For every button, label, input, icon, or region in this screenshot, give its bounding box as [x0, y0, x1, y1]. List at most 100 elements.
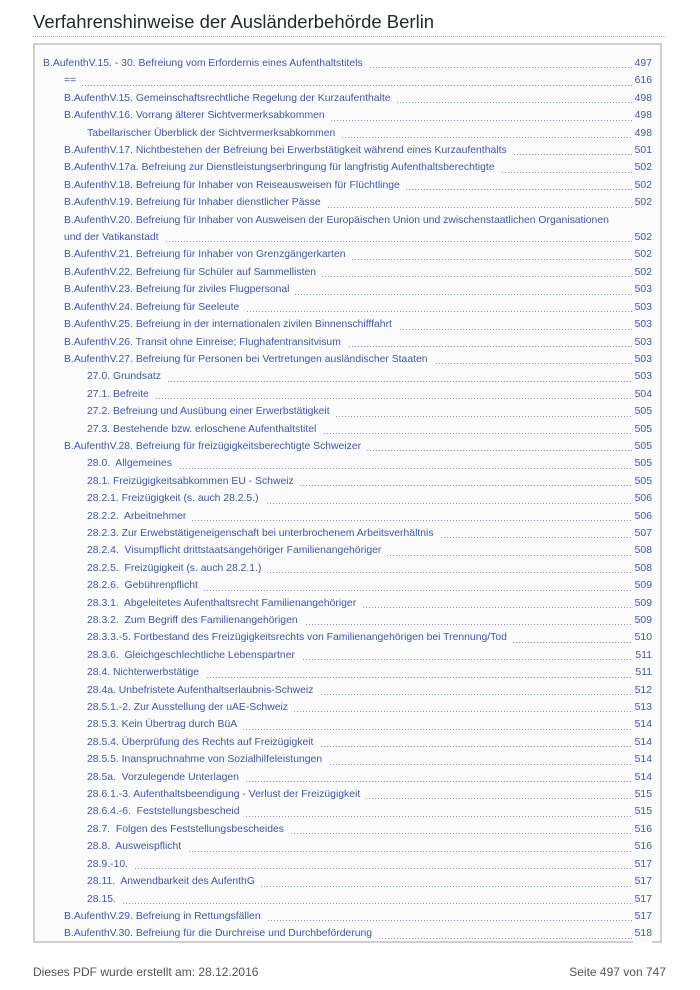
toc-entry[interactable]: B.AufenthV.26. Transit ohne Einreise; Fl… [64, 333, 652, 351]
toc-entry-page: 514 [632, 751, 652, 769]
toc-entry[interactable]: 28.6.1.-3. Aufenthaltsbeendigung - Verlu… [87, 786, 652, 804]
toc-entry[interactable]: 28.8. Ausweispflicht 516 [87, 838, 652, 856]
title-divider [33, 36, 666, 37]
toc-entry-page: 511 [633, 664, 652, 682]
toc-entry-title: 28.2.5. Freizügigkeit (s. auch 28.2.1.) [87, 562, 268, 574]
toc-entry-title: Tabellarischer Überblick der Sichtvermer… [87, 127, 342, 139]
toc-entry[interactable]: 28.9.-10. 517 [87, 855, 652, 874]
toc-entry-title: 28.9.-10. [87, 858, 135, 870]
toc-entry-title: 28.3.1. Abgeleitetes Aufenthaltsrecht Fa… [87, 597, 363, 609]
toc-entry-page: 503 [632, 333, 652, 351]
toc-entry-title: B.AufenthV.30. Befreiung für die Durchre… [64, 928, 379, 940]
toc-entry[interactable]: B.AufenthV.19. Befreiung für Inhaber die… [64, 194, 652, 212]
toc-entry[interactable]: 28.7. Folgen des Feststellungsbescheides… [87, 820, 652, 839]
toc-entry[interactable]: 28.5.3. Kein Übertrag durch BüA 514 [87, 716, 652, 734]
toc-entry-page: 503 [632, 316, 652, 334]
toc-entry[interactable]: 28.2.6. Gebührenpflicht 509 [87, 577, 652, 595]
toc-entry-title: B.AufenthV.29. Befreiung in Rettungsfäll… [64, 910, 267, 922]
toc-entry[interactable]: 27.1. Befreite 504 [87, 385, 652, 404]
toc-entry-title: 28.1. Freizügigkeitsabkommen EU - Schwei… [87, 475, 300, 487]
toc-entry-page: 518 [632, 925, 652, 943]
toc-entry[interactable]: B.AufenthV.27. Befreiung für Personen be… [64, 350, 652, 369]
toc-entry-title: 28.2.6. Gebührenpflicht [87, 580, 204, 592]
toc-entry[interactable]: 28.5.5. Inanspruchnahme von Sozialhilfel… [87, 751, 652, 769]
toc-entry[interactable]: 27.0. Grundsatz 503 [87, 368, 652, 386]
toc-entry[interactable]: 28.3.3.-5. Fortbestand des Freizügigkeit… [87, 629, 652, 647]
toc-entry[interactable]: 28.3.6. Gleichgeschlechtliche Lebenspart… [87, 646, 652, 665]
toc-entry-page: 502 [632, 176, 652, 195]
toc-entry[interactable]: B.AufenthV.17a. Befreiung zur Dienstleis… [64, 159, 652, 177]
toc-entry[interactable]: == 616 [64, 72, 652, 90]
toc-entry[interactable]: B.AufenthV.25. Befreiung in der internat… [64, 316, 652, 334]
toc-entry[interactable]: 28.4a. Unbefristete Aufenthaltserlaubnis… [87, 681, 652, 700]
toc-entry-page: 498 [632, 124, 652, 143]
toc-entry-page: 514 [632, 733, 652, 752]
toc-entry[interactable]: 28.2.1. Freizügigkeit (s. auch 28.2.5.) 5… [87, 490, 652, 508]
toc-entry-title: 28.4. Nichterwerbstätige [87, 667, 206, 679]
toc-entry-title: 28.3.2. Zum Begriff des Familienangehöri… [87, 615, 304, 626]
toc-entry[interactable]: 28.5.1.-2. Zur Ausstellung der uAE-Schwe… [87, 699, 652, 717]
toc-entry[interactable]: B.AufenthV.15. Gemeinschaftsrechtliche R… [64, 89, 652, 108]
toc-entry-title: 28.5.3. Kein Übertrag durch BüA [87, 719, 244, 731]
document-title: Verfahrenshinweise der Ausländerbehörde … [33, 11, 435, 32]
toc-entry[interactable]: B.AufenthV.29. Befreiung in Rettungsfäll… [64, 907, 652, 926]
toc-entry[interactable]: 28.4. Nichterwerbstätige 511 [87, 664, 652, 682]
toc-entry[interactable]: B.AufenthV.28. Befreiung für freizügigke… [64, 437, 652, 456]
toc-entry[interactable]: 28.6.4.-6. Feststellungsbescheid 515 [87, 803, 652, 821]
toc-entry[interactable]: 27.3. Bestehende bzw. erloschene Aufenth… [87, 420, 652, 438]
toc-entry[interactable]: 28.3.1. Abgeleitetes Aufenthaltsrecht Fa… [87, 594, 652, 612]
toc-entry-page: 502 [632, 246, 652, 264]
toc-entry-title: 28.6.1.-3. Aufenthaltsbeendigung - Verlu… [87, 789, 367, 801]
toc-entry[interactable]: B.AufenthV.15. - 30. Befreiung vom Erfor… [43, 55, 652, 73]
toc-entry[interactable]: B.AufenthV.24. Befreiung für Seeleute 503 [64, 298, 652, 317]
toc-entry[interactable]: B.AufenthV.17. Nichtbestehen der Befreiu… [64, 142, 652, 160]
toc-entry-title: B.AufenthV.15. - 30. Befreiung vom Erfor… [43, 58, 369, 69]
toc-entry-page: 510 [632, 629, 652, 647]
toc-entry-page: 514 [632, 768, 652, 787]
toc-entry[interactable]: B.AufenthV.22. Befreiung für Schüler auf… [64, 263, 652, 282]
toc-entry[interactable]: 28.15. 517 [87, 890, 652, 908]
toc-entry-title: 28.6.4.-6. Feststellungsbescheid [87, 806, 246, 818]
toc-entry[interactable]: 28.11. Anwendbarkeit des AufenthG 517 [87, 873, 652, 891]
toc-entry[interactable]: B.AufenthV.20. Befreiung für Inhaber von… [64, 211, 652, 247]
toc-entry[interactable]: 28.0. Allgemeines 505 [87, 455, 652, 473]
toc-entry-title: B.AufenthV.19. Befreiung für Inhaber die… [64, 197, 327, 209]
toc-entry-page: 515 [632, 803, 652, 821]
toc-entry-title: 28.5a. Vorzulegende Unterlagen [87, 771, 245, 783]
toc-entry-title: 27.1. Befreite [87, 388, 155, 400]
footer-created-date: Dieses PDF wurde erstellt am: 28.12.2016 [33, 965, 259, 979]
toc-entry[interactable]: B.AufenthV.16. Vorrang älterer Sichtverm… [64, 107, 652, 125]
toc-entry-title: B.AufenthV.22. Befreiung für Schüler auf… [64, 266, 323, 278]
toc-entry-title: B.AufenthV.17a. Befreiung zur Dienstleis… [64, 162, 501, 174]
toc-entry[interactable]: 28.1. Freizügigkeitsabkommen EU - Schwei… [87, 472, 652, 491]
toc-entry[interactable]: 28.2.2. Arbeitnehmer 506 [87, 507, 652, 525]
toc-entry[interactable]: 28.2.4. Visumpflicht drittstaatsangehöri… [87, 542, 652, 560]
toc-entry[interactable]: B.AufenthV.21. Befreiung für Inhaber von… [64, 246, 652, 264]
table-of-contents: B.AufenthV.15. - 30. Befreiung vom Erfor… [33, 43, 662, 943]
toc-entry-page: 505 [632, 420, 652, 438]
toc-entry-title: 28.2.3. Zur Erwebstätigeneigenschaft bei… [87, 527, 440, 539]
toc-entry-page: 507 [632, 524, 652, 543]
toc-entry[interactable]: 27.2. Befreiung und Ausübung einer Erwer… [87, 403, 652, 421]
toc-entry[interactable]: B.AufenthV.18. Befreiung für Inhaber von… [64, 176, 652, 195]
toc-entry-title: 28.5.1.-2. Zur Ausstellung der uAE-Schwe… [87, 702, 294, 714]
toc-entry-page: 515 [632, 786, 652, 804]
toc-entry[interactable]: B.AufenthV.30. Befreiung für die Durchre… [64, 925, 652, 943]
toc-entry-page: 509 [632, 594, 652, 612]
toc-entry[interactable]: 28.5a. Vorzulegende Unterlagen 514 [87, 768, 652, 787]
toc-entry[interactable]: 28.2.3. Zur Erwebstätigeneigenschaft bei… [87, 524, 652, 543]
toc-entry[interactable]: Tabellarischer Überblick der Sichtvermer… [87, 124, 652, 143]
toc-entry-page: 502 [632, 159, 652, 177]
toc-entry[interactable]: B.AufenthV.23. Befreiung für ziviles Flu… [64, 281, 652, 299]
toc-entry[interactable]: 28.2.5. Freizügigkeit (s. auch 28.2.1.) 5… [87, 559, 652, 578]
toc-entry-title: 28.4a. Unbefristete Aufenthaltserlaubnis… [87, 684, 320, 696]
toc-entry-page: 509 [632, 612, 652, 630]
toc-entry[interactable]: 28.3.2. Zum Begriff des Familienangehöri… [87, 612, 652, 630]
toc-entry[interactable]: 28.5.4. Überprüfung des Rechts auf Freiz… [87, 733, 652, 752]
toc-entry-page: 505 [632, 472, 652, 491]
toc-entry-title: B.AufenthV.24. Befreiung für Seeleute [64, 301, 246, 313]
toc-entry-page: 503 [632, 368, 652, 386]
toc-entry-page: 498 [632, 107, 652, 125]
toc-entry-page: 506 [632, 490, 652, 508]
toc-entry-title: B.AufenthV.21. Befreiung für Inhaber von… [64, 249, 352, 261]
